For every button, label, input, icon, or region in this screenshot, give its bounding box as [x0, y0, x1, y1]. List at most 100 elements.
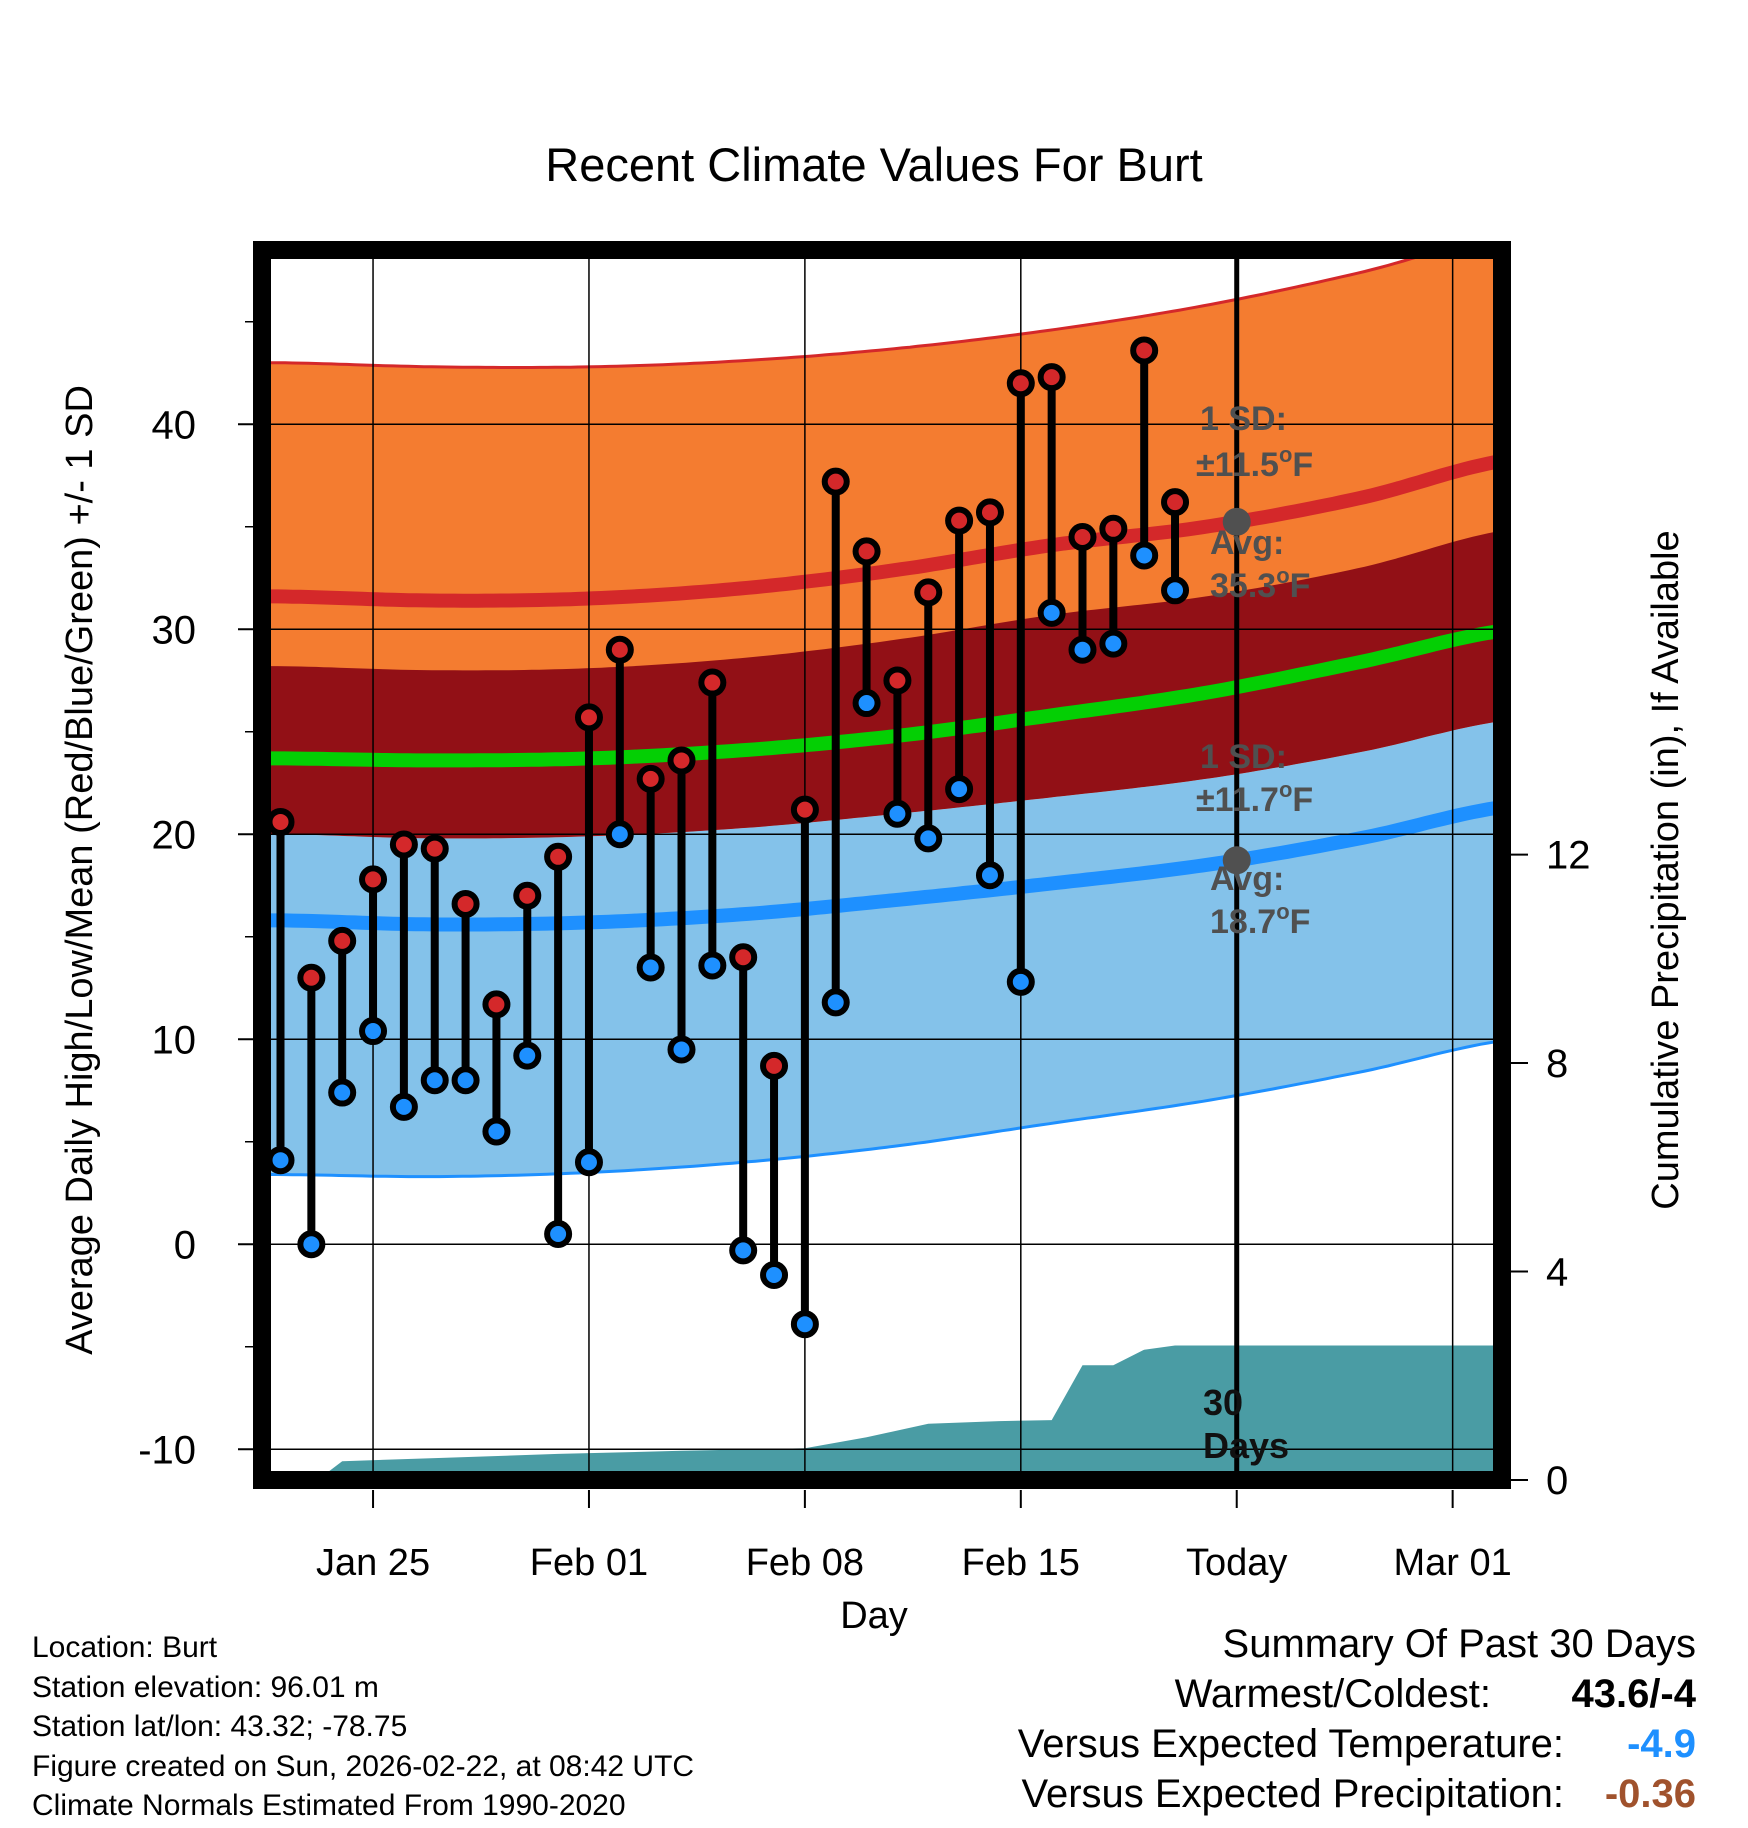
warmest-row: Warmest/Coldest: 43.6/-4: [936, 1672, 1696, 1722]
obs-low-marker: [420, 1066, 449, 1095]
obs-low-marker: [1006, 967, 1035, 996]
obs-low-marker: [574, 1148, 603, 1177]
high-sd-label: 1 SD:: [1200, 400, 1287, 438]
obs-low-marker: [667, 1035, 696, 1064]
y-tick-label: 30: [152, 608, 197, 652]
obs-high-marker: [945, 506, 974, 535]
obs-high-marker: [1006, 369, 1035, 398]
obs-high-marker: [1037, 363, 1066, 392]
obs-high-marker: [451, 889, 480, 918]
annotations: 1 SD: ±11.5oF Avg: 35.3oF 1 SD: ±11.7oF …: [1196, 400, 1313, 1466]
obs-low-marker: [1037, 598, 1066, 627]
temp-label: Versus Expected Temperature:: [1017, 1722, 1564, 1766]
obs-low-marker: [729, 1236, 758, 1265]
obs-low-marker: [389, 1092, 418, 1121]
x-tick-label: Today: [1186, 1542, 1287, 1584]
y2-tick-label: 8: [1546, 1042, 1568, 1086]
summary-title: Summary Of Past 30 Days: [1222, 1622, 1696, 1666]
low-sd-edge: [262, 1040, 1497, 1179]
y2-axis-label: Cumulative Precipitation (in), If Availa…: [1645, 530, 1687, 1209]
obs-high-marker: [821, 467, 850, 496]
obs-high-marker: [574, 703, 603, 732]
high-avg-marker: [1222, 507, 1251, 536]
y2-tick-label: 4: [1546, 1251, 1568, 1295]
precip-area: [317, 1345, 1502, 1480]
normal-high-line: [262, 455, 1498, 608]
obs-high-marker: [513, 881, 542, 910]
low-sd-label: 1 SD:: [1200, 738, 1287, 776]
high-sd-edge: [262, 250, 1447, 369]
obs-high-marker: [420, 834, 449, 863]
obs-high-marker: [790, 795, 819, 824]
y-tick-label: 20: [152, 813, 197, 857]
latlon-text: Station lat/lon: 43.32; -78.75: [32, 1710, 408, 1743]
y-tick-label: 10: [152, 1018, 197, 1062]
y2-tick-label: 12: [1546, 834, 1591, 878]
obs-low-marker: [852, 689, 881, 718]
obs-high-marker: [605, 635, 634, 664]
obs-low-marker: [914, 824, 943, 853]
y-tick-label: 40: [152, 403, 197, 447]
obs-high-marker: [482, 990, 511, 1019]
low-avg-label: Avg:: [1210, 860, 1284, 898]
obs-low-marker: [544, 1220, 573, 1248]
low-avg-value: 18.7oF: [1210, 899, 1310, 941]
plot-area: [262, 250, 1502, 1480]
obs-low-marker: [975, 861, 1004, 890]
grid: [262, 250, 1502, 1480]
days-label-text: Days: [1203, 1425, 1289, 1466]
chart-title: Recent Climate Values For Burt: [545, 138, 1202, 191]
x-axis-label: Day: [840, 1595, 908, 1637]
obs-low-marker: [1130, 541, 1159, 570]
station-info: Location: Burt Station elevation: 96.01 …: [32, 1628, 694, 1826]
plot-frame: [253, 241, 1511, 1489]
x-tick-label: Feb 01: [530, 1542, 648, 1584]
y2-tick-label: 0: [1546, 1459, 1568, 1503]
obs-high-marker: [975, 498, 1004, 527]
obs-low-marker: [451, 1066, 480, 1095]
normals-text: Climate Normals Estimated From 1990-2020: [32, 1789, 626, 1822]
warmest-value: 43.6/-4: [1571, 1672, 1696, 1716]
obs-high-marker: [667, 746, 696, 775]
x-tick-label: Feb 08: [746, 1542, 864, 1584]
observation-layer: [266, 336, 1190, 1339]
warmest-label: Warmest/Coldest:: [1174, 1672, 1491, 1716]
obs-high-marker: [760, 1051, 789, 1080]
obs-low-marker: [359, 1017, 388, 1046]
y-tick-label: 0: [174, 1223, 196, 1267]
obs-low-marker: [297, 1230, 326, 1259]
obs-low-marker: [790, 1310, 819, 1339]
obs-high-marker: [1130, 336, 1159, 365]
precip-row: Versus Expected Precipitation: -0.36: [936, 1772, 1696, 1822]
obs-high-marker: [359, 865, 388, 894]
temp-row: Versus Expected Temperature: -4.9: [936, 1722, 1696, 1772]
obs-low-marker: [328, 1078, 357, 1107]
high-sd-value: ±11.5oF: [1196, 442, 1313, 484]
precip-value: -0.36: [1604, 1772, 1696, 1816]
created-text: Figure created on Sun, 2026-02-22, at 08…: [32, 1749, 695, 1783]
temp-value: -4.9: [1627, 1722, 1696, 1766]
obs-high-marker: [297, 963, 326, 992]
obs-high-marker: [266, 807, 295, 836]
precip-label: Versus Expected Precipitation:: [1021, 1772, 1564, 1816]
obs-high-marker: [1068, 523, 1097, 551]
obs-high-marker: [729, 943, 758, 972]
low-sd-value: ±11.7oF: [1196, 777, 1313, 819]
low-avg-marker: [1222, 846, 1251, 875]
x-tick-label: Jan 25: [316, 1542, 430, 1584]
axes: -10 0 10 20 30 40 0 4 8 12 Jan 25 Feb 01 Feb 08 Feb 1…: [138, 321, 1591, 1584]
summary-panel: Summary Of Past 30 Days Warmest/Coldest:…: [936, 1622, 1696, 1822]
y-tick-label: -10: [138, 1428, 196, 1472]
days-label-number: 30: [1203, 1382, 1243, 1423]
obs-low-marker: [821, 988, 850, 1017]
obs-low-marker: [513, 1041, 542, 1070]
obs-low-marker: [1068, 635, 1097, 664]
obs-low-marker: [883, 799, 912, 828]
obs-low-marker: [605, 820, 634, 849]
normal-mean-line: [262, 624, 1497, 768]
obs-low-marker: [945, 775, 974, 804]
obs-low-marker: [636, 953, 665, 982]
high-avg-value: 35.3oF: [1210, 563, 1310, 605]
obs-low-marker: [760, 1261, 789, 1289]
elevation-text: Station elevation: 96.01 m: [32, 1670, 379, 1704]
